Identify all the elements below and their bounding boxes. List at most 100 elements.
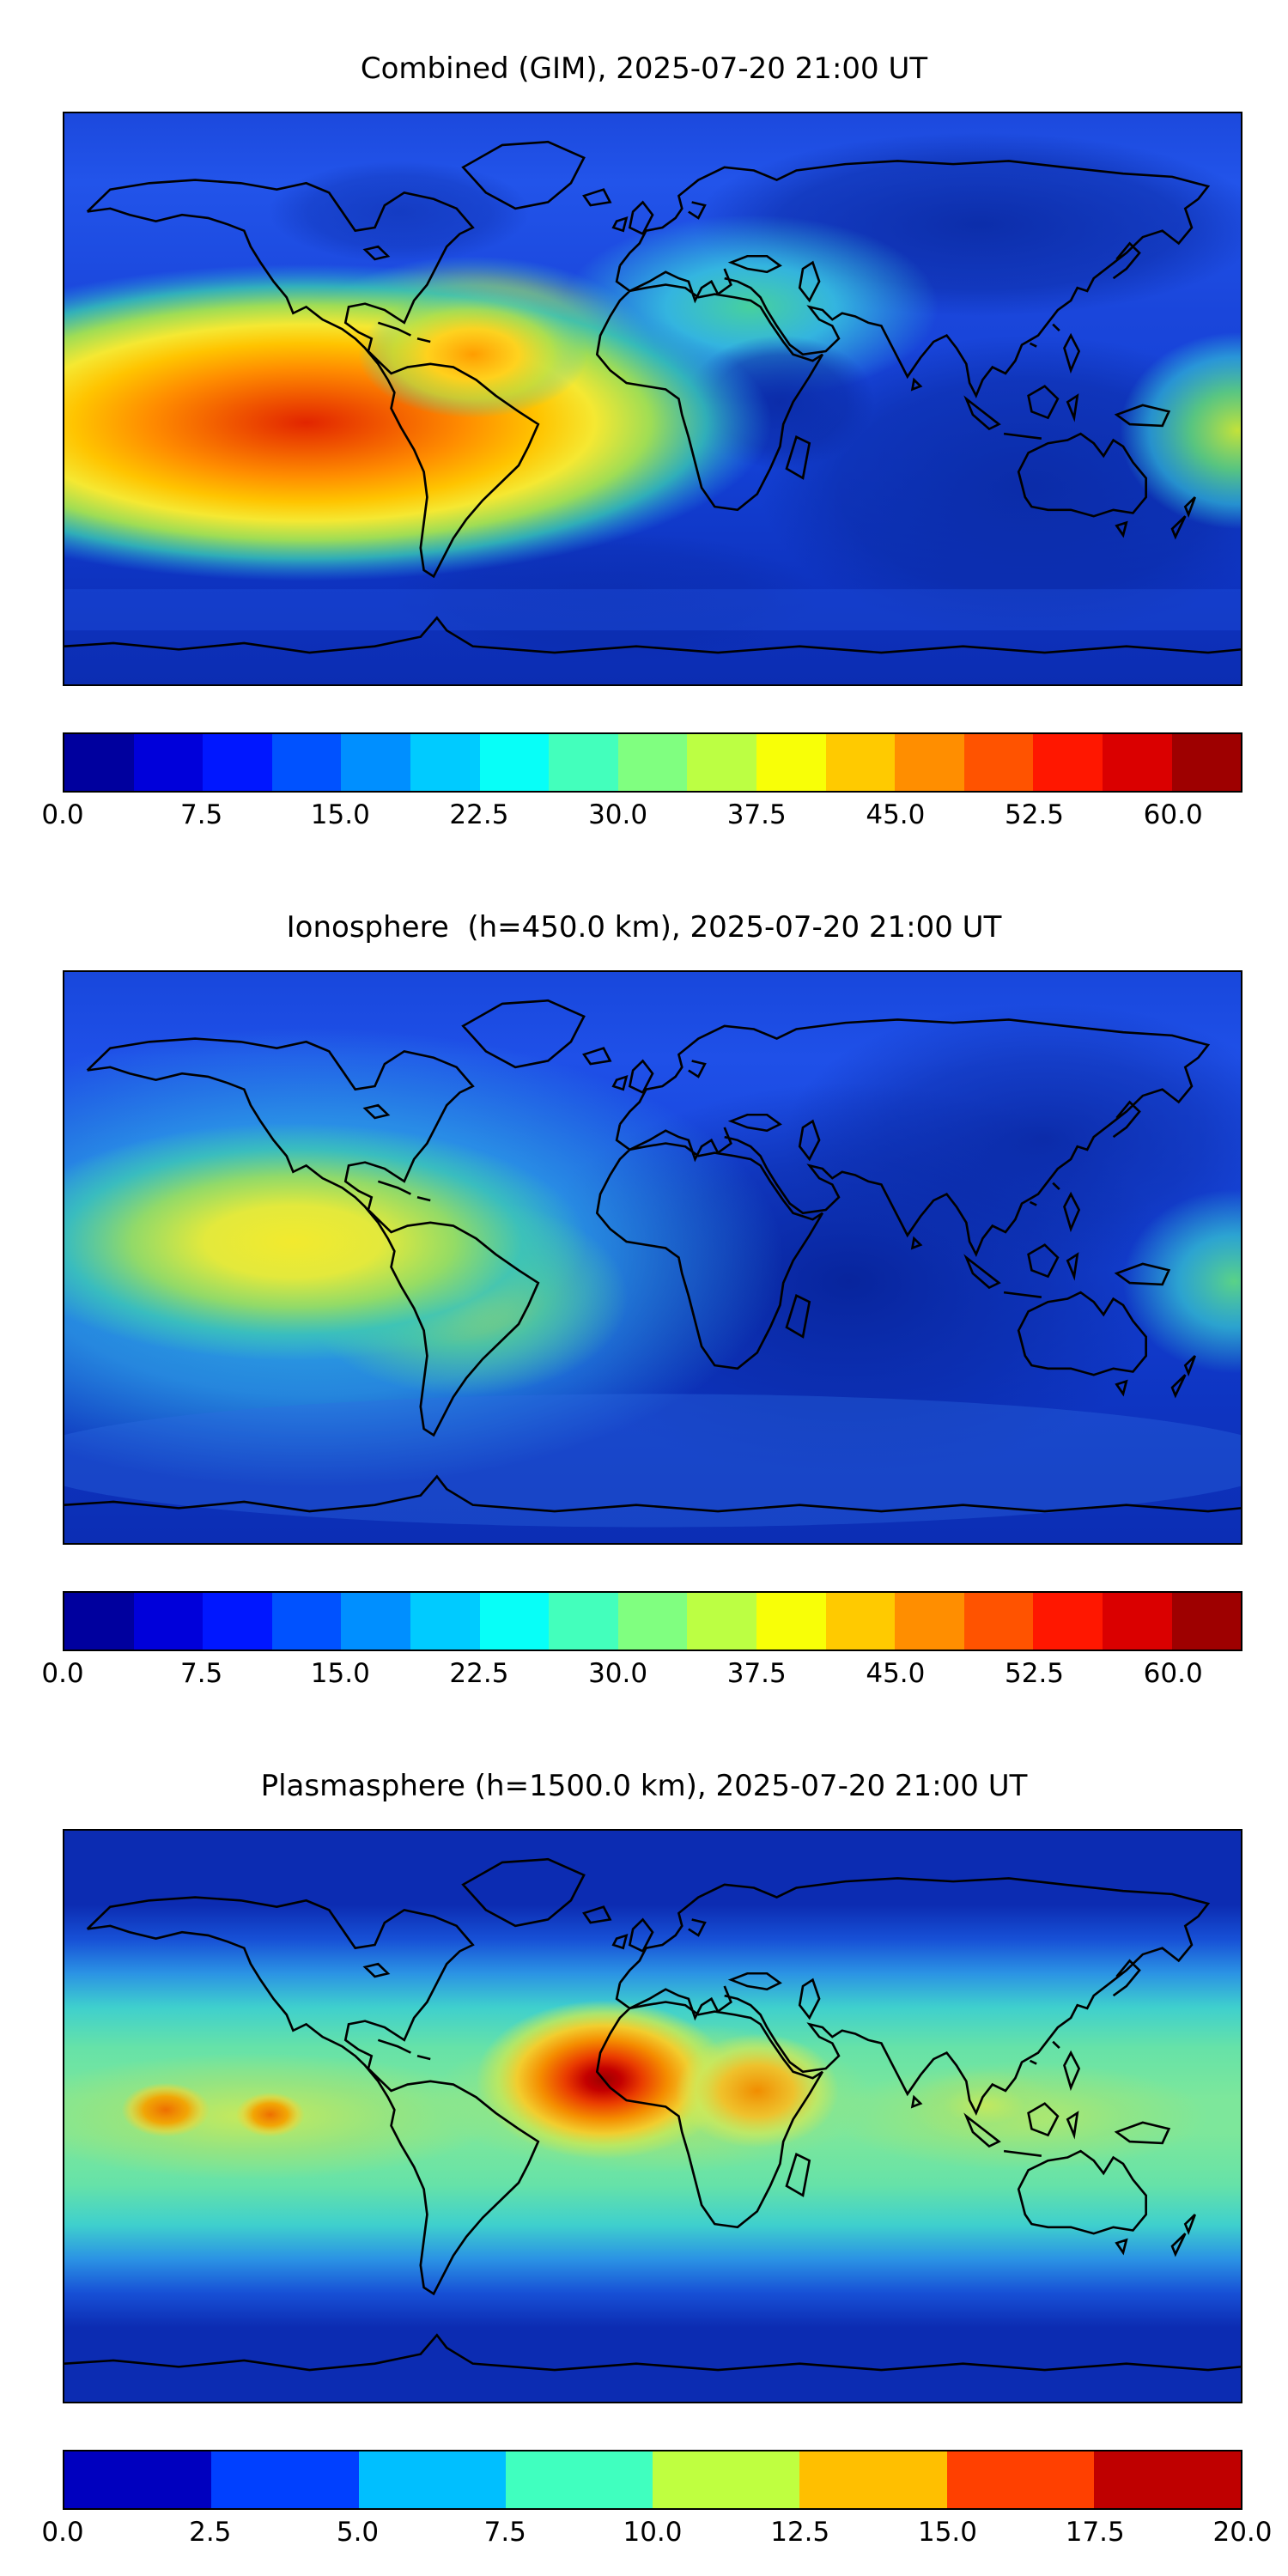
- colorbar-segment: [687, 1593, 756, 1649]
- colorbar-segment: [133, 1593, 204, 1649]
- colorbar-tick-label: 45.0: [866, 799, 926, 830]
- coastlines: [64, 140, 1241, 654]
- colorbar-segment: [549, 734, 618, 791]
- colorbar-segment: [358, 2451, 506, 2508]
- colorbar-tick-label: 0.0: [41, 2517, 84, 2548]
- colorbar-tick-label: 60.0: [1143, 799, 1203, 830]
- colorbar-tick-label: 2.5: [189, 2517, 232, 2548]
- colorbar-segment: [271, 1593, 342, 1649]
- colorbar-tick-label: 37.5: [726, 799, 787, 830]
- colorbar-combined: [63, 732, 1242, 793]
- coastlines: [64, 1857, 1241, 2372]
- colorbar-ticks-ionosphere: 0.0 7.5 15.0 22.5 30.0 37.5 45.0 52.5 60.0: [41, 1651, 1242, 1691]
- low-tec-canada-blob: [268, 161, 531, 263]
- colorbar-tick-label: 30.0: [588, 799, 648, 830]
- colorbar-segment: [64, 2451, 212, 2508]
- colorbar-segment: [479, 734, 550, 791]
- colorbar-ionosphere: [63, 1591, 1242, 1651]
- west-pacific-edge-blob: [1123, 1189, 1241, 1374]
- map-plasmasphere: [63, 1829, 1242, 2403]
- colorbar-tick-label: 30.0: [588, 1658, 648, 1689]
- colorbar-tick-label: 60.0: [1143, 1658, 1203, 1689]
- colorbar-segment: [756, 1593, 826, 1649]
- colorbar-tick-label: 22.5: [449, 799, 509, 830]
- colorbar-segment: [211, 2451, 359, 2508]
- colorbar-tick-label: 5.0: [336, 2517, 380, 2548]
- panel-ionosphere: Ionosphere (h=450.0 km), 2025-07-20 21:0…: [0, 859, 1288, 1717]
- colorbar-segment: [1102, 1593, 1172, 1649]
- map-combined: [63, 112, 1242, 686]
- northeast-africa-hotspot: [675, 2033, 839, 2148]
- colorbar-plasmasphere: [63, 2450, 1242, 2510]
- colorbar-segment: [946, 2451, 1094, 2508]
- panel-title-ionosphere: Ionosphere (h=450.0 km), 2025-07-20 21:0…: [286, 910, 1002, 945]
- colorbar-ticks-combined: 0.0 7.5 15.0 22.5 30.0 37.5 45.0 52.5 60.0: [41, 793, 1242, 832]
- colorbar-segment: [963, 1593, 1034, 1649]
- colorbar-segment: [895, 734, 964, 791]
- panel-title-plasmasphere: Plasmasphere (h=1500.0 km), 2025-07-20 2…: [260, 1769, 1028, 1803]
- colorbar-segment: [64, 734, 134, 791]
- colorbar-tick-label: 7.5: [483, 2517, 526, 2548]
- colorbar-tick-label: 0.0: [41, 1658, 84, 1689]
- south-band: [64, 589, 1241, 631]
- colorbar-segment: [341, 1593, 410, 1649]
- colorbar-segment: [687, 734, 756, 791]
- colorbar-segment: [341, 734, 410, 791]
- colorbar-segment: [271, 734, 342, 791]
- colorbar-tick-label: 20.0: [1212, 2517, 1273, 2548]
- equatorial-anomaly-hotspot: [64, 264, 772, 581]
- colorbar-tick-label: 15.0: [310, 799, 370, 830]
- colorbar-segment: [895, 1593, 964, 1649]
- colorbar-segment: [617, 734, 688, 791]
- panel-combined: Combined (GIM), 2025-07-20 21:00 UT: [0, 0, 1288, 859]
- colorbar-segment: [203, 1593, 272, 1649]
- low-tec-indian-ocean-blob: [758, 335, 1241, 637]
- colorbar-segment: [1171, 734, 1241, 791]
- colorbar-segment: [653, 2451, 800, 2508]
- colorbar-tick-label: 15.0: [310, 1658, 370, 1689]
- colorbar-segment: [410, 1593, 480, 1649]
- colorbar-tick-label: 15.0: [917, 2517, 978, 2548]
- colorbar-segment: [203, 734, 272, 791]
- map-ionosphere: [63, 970, 1242, 1545]
- map-plasmasphere-svg: [64, 1831, 1241, 2402]
- colorbar-segment: [64, 1593, 134, 1649]
- colorbar-segment: [1033, 1593, 1103, 1649]
- colorbar-tick-label: 0.0: [41, 799, 84, 830]
- asia-band-bump: [908, 2069, 1060, 2141]
- panel-plasmasphere: Plasmasphere (h=1500.0 km), 2025-07-20 2…: [0, 1717, 1288, 2576]
- colorbar-tick-label: 52.5: [1005, 1658, 1065, 1689]
- pacific-hotspot-1: [121, 2082, 210, 2137]
- colorbar-segment: [1102, 734, 1172, 791]
- caribbean-lobe-core: [358, 290, 587, 418]
- colorbar-tick-label: 12.5: [770, 2517, 830, 2548]
- colorbar-tick-label: 10.0: [623, 2517, 683, 2548]
- colorbar-tick-label: 52.5: [1005, 799, 1065, 830]
- southern-band: [64, 1394, 1241, 1528]
- colorbar-ticks-plasmasphere: 0.0 2.5 5.0 7.5 10.0 12.5 15.0 17.5 20.0: [41, 2510, 1272, 2549]
- map-combined-svg: [64, 113, 1241, 684]
- ionosphere-peak-hotspot: [64, 1122, 587, 1361]
- colorbar-segment: [505, 2451, 653, 2508]
- pacific-hotspot-2: [235, 2092, 305, 2137]
- colorbar-segment: [479, 1593, 550, 1649]
- colorbar-tick-label: 22.5: [449, 1658, 509, 1689]
- colorbar-segment: [1033, 734, 1103, 791]
- colorbar-segment: [410, 734, 480, 791]
- colorbar-segment: [799, 2451, 947, 2508]
- west-pacific-edge-blob: [1120, 331, 1241, 529]
- colorbar-segment: [756, 734, 826, 791]
- colorbar-tick-label: 17.5: [1065, 2517, 1125, 2548]
- coastlines: [64, 999, 1241, 1513]
- colorbar-segment: [617, 1593, 688, 1649]
- asia-low-blob: [783, 1003, 1241, 1273]
- colorbar-segment: [1093, 2451, 1241, 2508]
- colorbar-segment: [549, 1593, 618, 1649]
- colorbar-segment: [825, 734, 896, 791]
- colorbar-tick-label: 37.5: [726, 1658, 787, 1689]
- panel-title-combined: Combined (GIM), 2025-07-20 21:00 UT: [360, 52, 928, 86]
- colorbar-segment: [133, 734, 204, 791]
- colorbar-segment: [1171, 1593, 1241, 1649]
- colorbar-segment: [825, 1593, 896, 1649]
